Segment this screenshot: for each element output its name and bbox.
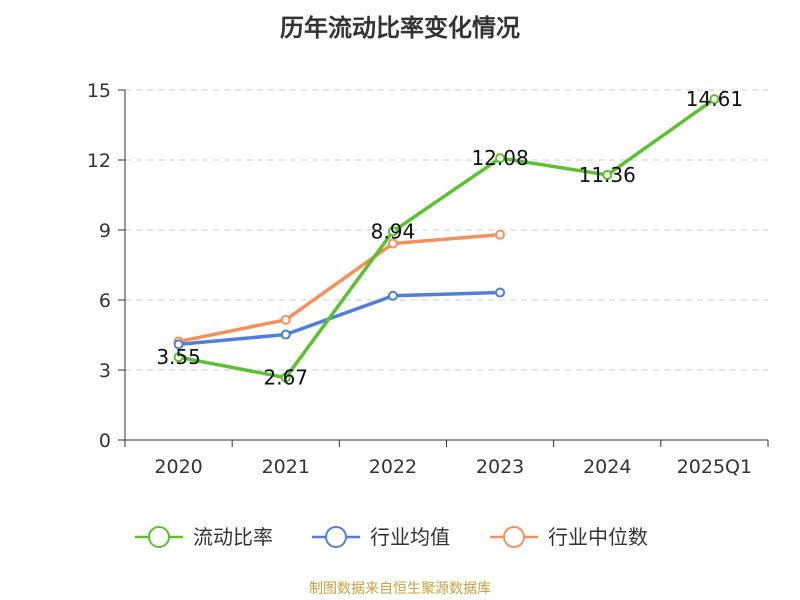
legend-marker <box>503 526 525 548</box>
data-labels: 3.55 2.67 8.94 12.08 11.36 14.61 <box>156 87 743 390</box>
data-label: 11.36 <box>579 163 636 187</box>
series-1 <box>173 287 506 350</box>
data-point <box>387 290 398 301</box>
data-point <box>280 329 291 340</box>
y-tick-label: 9 <box>99 220 111 242</box>
data-point <box>280 314 291 325</box>
data-point <box>173 352 184 363</box>
data-point <box>495 287 506 298</box>
y-tick-label: 15 <box>87 80 111 102</box>
data-label: 8.94 <box>371 219 416 243</box>
series-line <box>176 97 717 380</box>
x-tick-label: 2025Q1 <box>677 456 752 478</box>
legend-marker <box>325 526 347 548</box>
chart-title: 历年流动比率变化情况 <box>280 14 520 42</box>
y-tick-label: 12 <box>87 150 111 172</box>
data-label: 12.08 <box>471 146 528 170</box>
series-line <box>176 290 502 347</box>
x-tick-label: 2021 <box>262 456 310 478</box>
axes: 0 3 6 9 12 15 2020 2021 2022 2023 2024 2025Q1 <box>87 80 769 478</box>
y-tick-label: 3 <box>99 360 111 382</box>
data-point <box>387 238 398 249</box>
legend-label: 行业中位数 <box>548 525 648 549</box>
series-0 <box>173 94 720 383</box>
x-tick-label: 2024 <box>583 456 631 478</box>
legend-marker <box>148 526 170 548</box>
legend-label: 流动比率 <box>193 525 273 549</box>
data-point <box>709 94 720 105</box>
data-point <box>495 153 506 164</box>
series-line <box>176 232 502 344</box>
data-label: 2.67 <box>263 366 308 390</box>
data-label: 14.61 <box>686 87 743 111</box>
grid-lines <box>125 89 768 371</box>
data-point <box>495 229 506 240</box>
legend-label: 行业均值 <box>370 525 450 549</box>
series-2 <box>173 229 506 347</box>
data-label: 3.55 <box>156 345 201 369</box>
data-point <box>173 339 184 350</box>
x-tick-label: 2020 <box>154 456 202 478</box>
legend-item-0: 流动比率 <box>135 525 273 549</box>
y-tick-label: 6 <box>99 290 111 312</box>
source-note: 制图数据来自恒生聚源数据库 <box>309 581 491 597</box>
data-point <box>280 372 291 383</box>
legend: 流动比率 行业均值 行业中位数 <box>135 525 648 549</box>
data-point <box>602 169 613 180</box>
x-tick-label: 2022 <box>369 456 417 478</box>
legend-item-2: 行业中位数 <box>490 525 648 549</box>
data-point <box>387 226 398 237</box>
x-tick-label: 2023 <box>476 456 524 478</box>
y-tick-label: 0 <box>99 430 111 452</box>
legend-item-1: 行业均值 <box>312 525 450 549</box>
series-lines <box>173 94 720 383</box>
